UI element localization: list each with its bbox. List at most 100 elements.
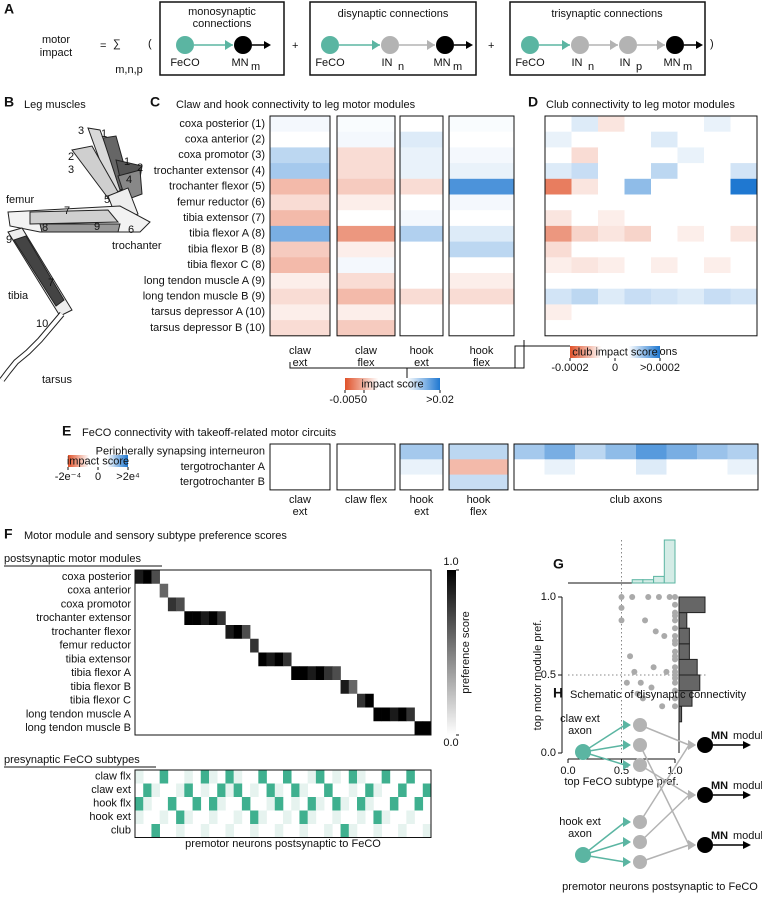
heatmap-cell xyxy=(233,783,243,797)
scatter-point xyxy=(672,687,678,694)
colorbar-label: impact score xyxy=(361,378,423,390)
heatmap-cell xyxy=(337,163,395,180)
scatter-point xyxy=(672,695,678,702)
heatmap-cell xyxy=(545,257,572,274)
heatmap-cell xyxy=(270,288,330,305)
heatmap-cell xyxy=(651,225,678,243)
row-label: hook ext xyxy=(89,811,131,823)
heatmap-cell xyxy=(400,194,443,211)
plus-sign: + xyxy=(488,40,494,52)
heatmap-cell xyxy=(571,320,599,337)
row-label: tarsus depressor A (10) xyxy=(151,306,265,318)
heatmap-cell xyxy=(406,770,415,784)
heatmap-cell xyxy=(651,131,678,148)
paren: ( xyxy=(148,38,152,50)
heatmap-background-cell xyxy=(135,770,144,784)
heatmap-cell xyxy=(176,597,185,612)
x-label: premotor neurons postsynaptic to FeCO xyxy=(185,838,381,850)
heatmap-background-cell xyxy=(332,770,341,784)
row-label: trochanter flexor xyxy=(52,626,132,638)
heatmap-cell xyxy=(209,797,218,811)
connection xyxy=(639,794,690,843)
heatmap-cell xyxy=(381,707,391,722)
heatmap-background-cell xyxy=(307,770,317,784)
colorbar-tick-label: 0 xyxy=(612,362,618,374)
heatmap-cell xyxy=(624,163,652,180)
heatmap-cell xyxy=(704,273,731,290)
heatmap-cell xyxy=(422,721,432,735)
heatmap-cell xyxy=(730,320,758,337)
neuron xyxy=(234,36,252,54)
column-label: ext xyxy=(414,506,429,518)
heatmap-cell xyxy=(624,178,652,195)
heatmap-cell xyxy=(677,163,705,180)
heatmap-frame xyxy=(399,115,444,337)
heatmap-cell xyxy=(348,770,358,784)
row-label: claw flx xyxy=(95,771,132,783)
heatmap-cell xyxy=(337,194,395,211)
heatmap-cell xyxy=(398,783,407,797)
scatter-point xyxy=(672,601,678,608)
scatter-point xyxy=(618,604,625,611)
equation-lhs: motor xyxy=(42,34,70,46)
box-title: disynaptic connections xyxy=(338,8,449,20)
heatmap-background-cell xyxy=(299,824,308,838)
heatmap-background-cell xyxy=(184,810,193,824)
heatmap-cell xyxy=(571,163,599,180)
heatmap-cell xyxy=(730,304,758,321)
y-tick-label: 0.0 xyxy=(541,747,556,759)
heatmap-cell xyxy=(598,116,625,133)
heatmap-cell xyxy=(449,459,508,475)
section-title: postsynaptic motor modules xyxy=(4,553,141,565)
muscle-number: 2 xyxy=(68,151,74,163)
synapse xyxy=(623,817,631,827)
heatmap-cell xyxy=(449,474,508,491)
heatmap-cell xyxy=(651,147,678,164)
heatmap-cell xyxy=(373,707,382,722)
heatmap-background-cell xyxy=(135,810,144,824)
heatmap-cell xyxy=(636,444,667,460)
y-tick-label: 0.5 xyxy=(541,669,556,681)
muscle-number: 3 xyxy=(68,164,74,176)
heatmap-cell xyxy=(571,288,599,305)
heatmap-cell xyxy=(545,194,572,211)
heatmap-cell xyxy=(449,320,514,337)
row-label: tergotrochanter B xyxy=(180,476,265,488)
heatmap-cell xyxy=(651,241,678,258)
heatmap-cell xyxy=(677,288,705,305)
heatmap-background-cell xyxy=(258,810,267,824)
heatmap-cell xyxy=(730,178,758,195)
segment-label: trochanter xyxy=(112,240,162,252)
heatmap-cell xyxy=(651,288,678,305)
heatmap-cell xyxy=(381,770,391,784)
column-label: club axons xyxy=(610,494,663,506)
y-label: top motor module pref. xyxy=(532,620,544,731)
node-label: IN xyxy=(572,57,583,69)
heatmap-cell xyxy=(270,225,330,243)
heatmap-cell xyxy=(666,459,698,475)
heatmap-cell xyxy=(400,131,443,148)
heatmap-cell xyxy=(730,210,758,227)
synapse xyxy=(623,720,631,730)
heatmap-cell xyxy=(167,797,177,811)
heatmap-background-cell xyxy=(274,824,284,838)
scatter-point xyxy=(652,628,659,635)
heatmap-cell xyxy=(571,131,599,148)
heatmap-background-cell xyxy=(225,824,234,838)
row-label: tibia flexor A xyxy=(71,667,132,679)
heatmap-cell xyxy=(406,707,415,722)
paren: ) xyxy=(710,38,714,50)
premotor-neuron xyxy=(633,718,647,732)
motor-neuron xyxy=(697,787,713,803)
heatmap-cell xyxy=(337,320,395,337)
neuron xyxy=(619,36,637,54)
heatmap-cell xyxy=(449,257,514,274)
heatmap-background-cell xyxy=(422,824,432,838)
heatmap-cell xyxy=(624,241,652,258)
heatmap-cell xyxy=(730,288,758,305)
heatmap-cell xyxy=(340,680,350,694)
connection xyxy=(582,724,626,753)
column-label: hook xyxy=(470,345,494,357)
scatter-point xyxy=(672,664,678,671)
scatter-point xyxy=(661,633,668,639)
